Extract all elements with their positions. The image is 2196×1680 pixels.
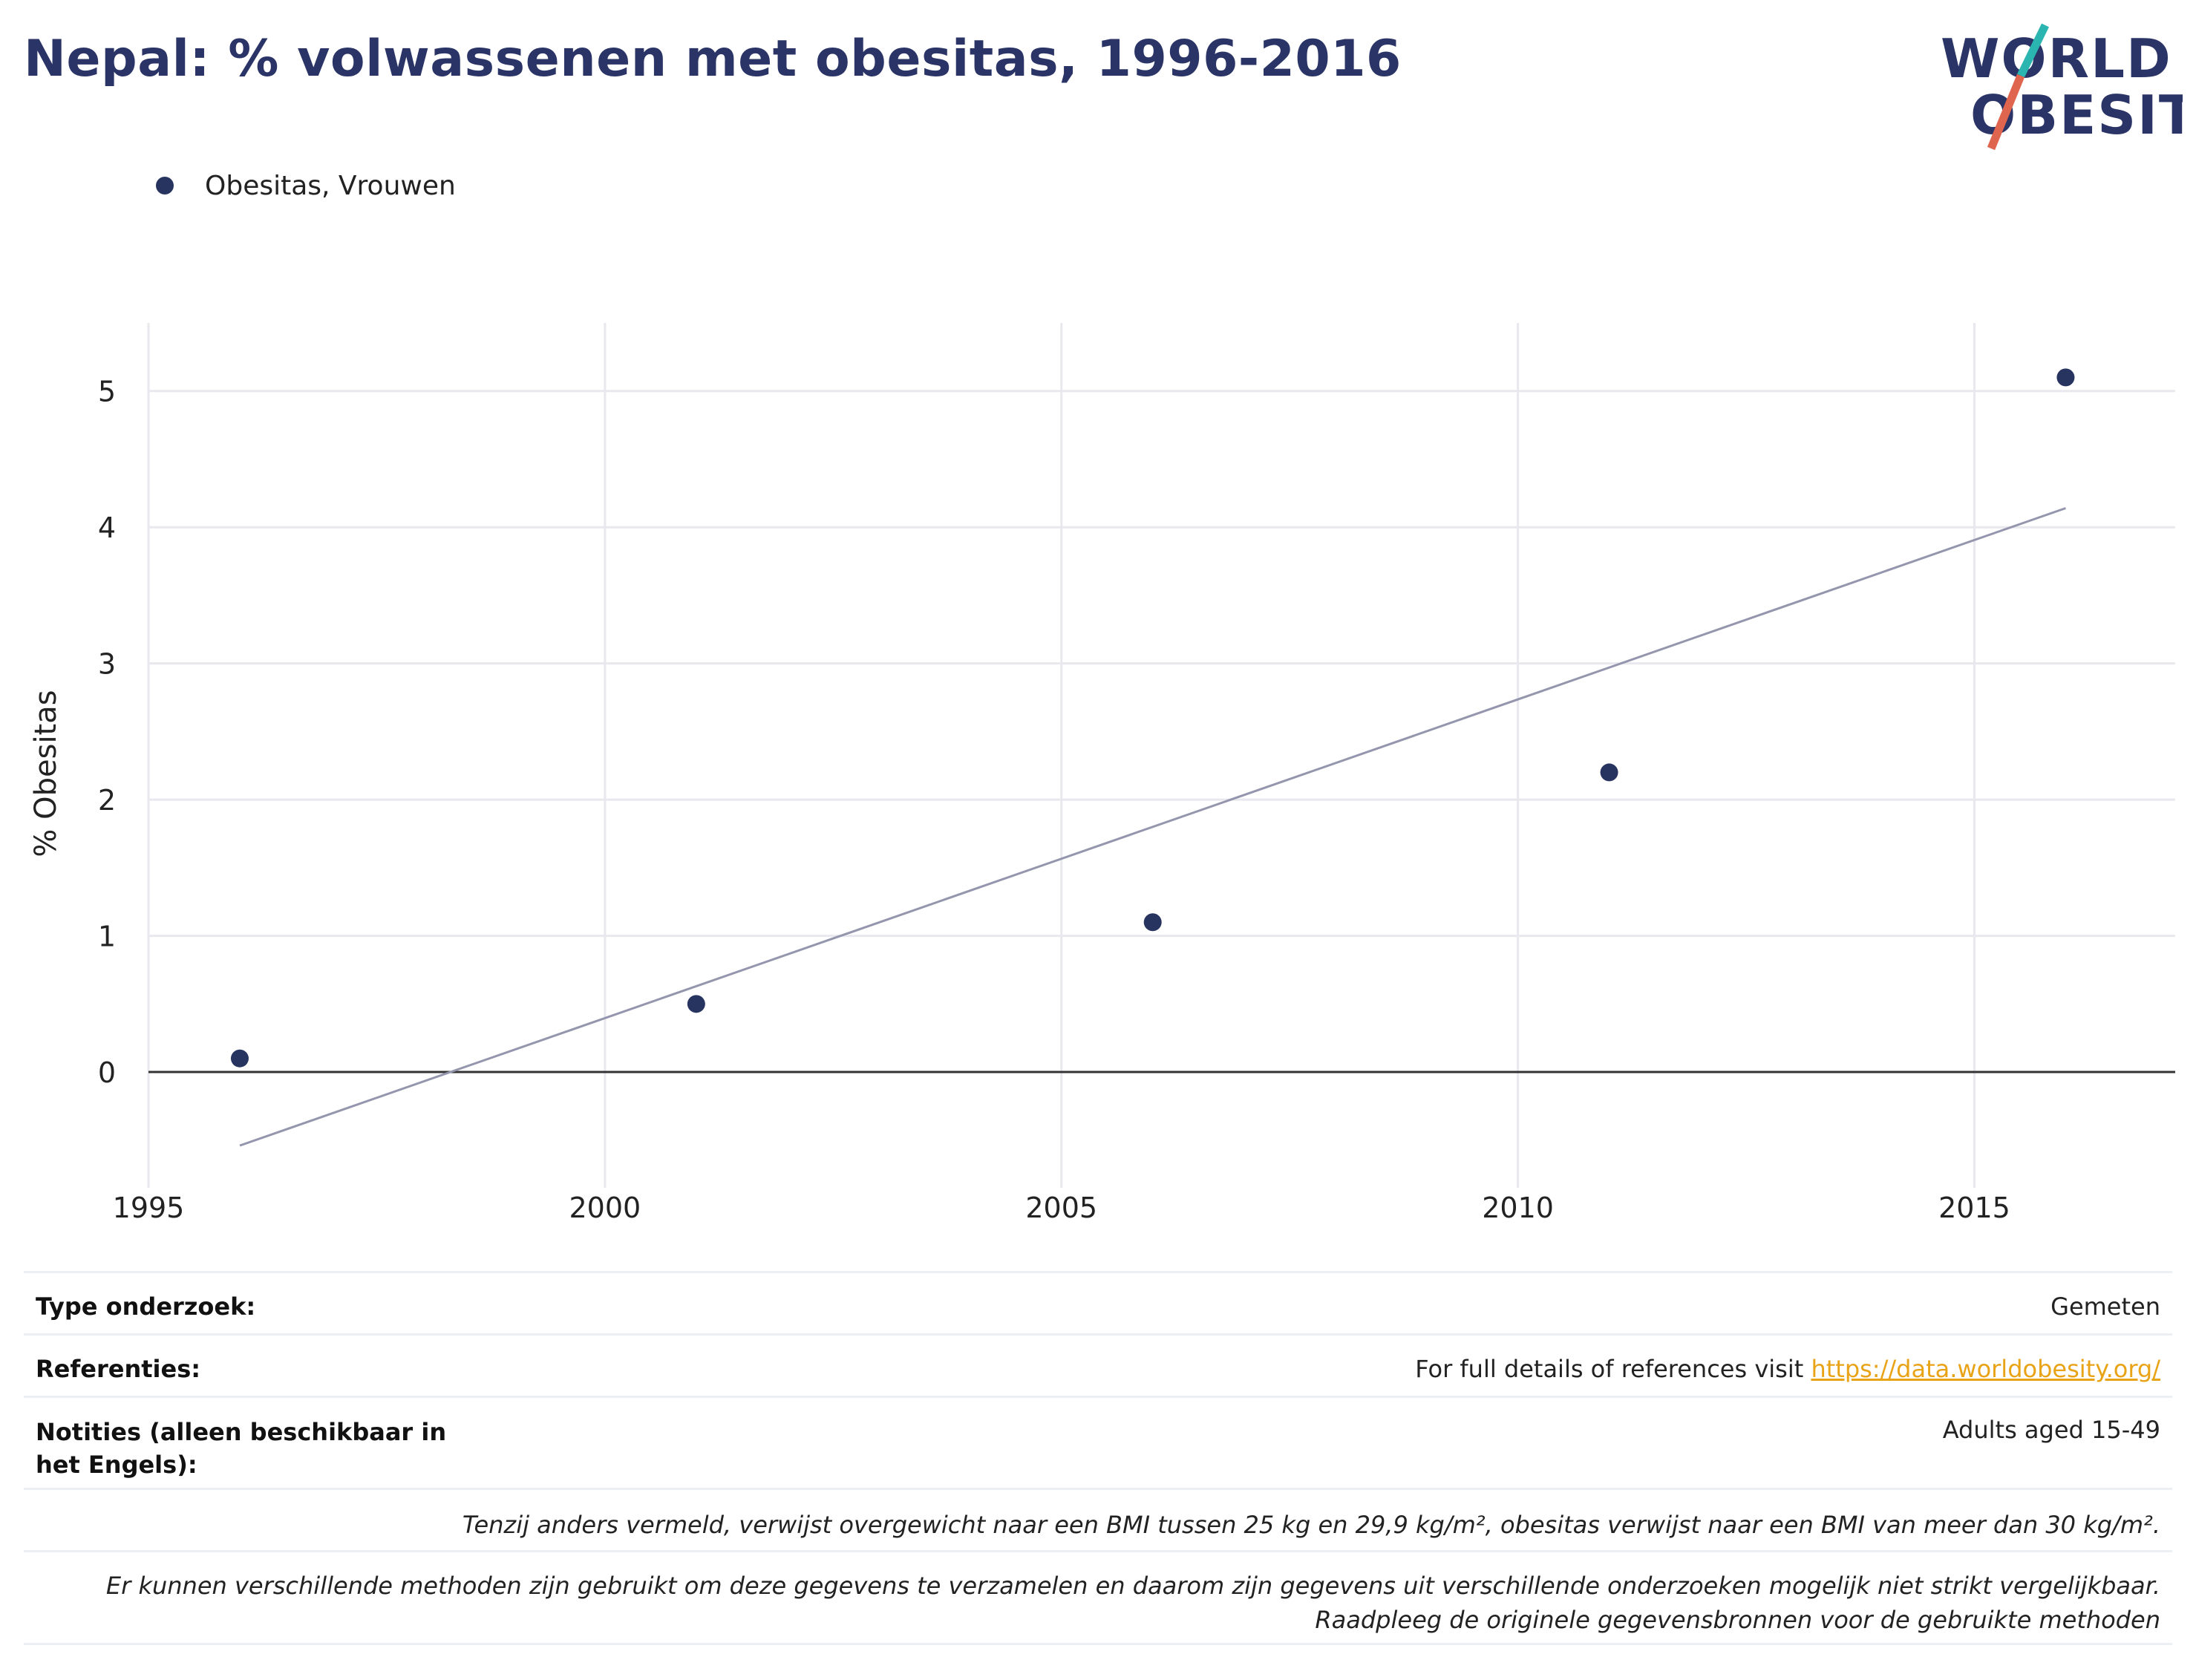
references-label: Referenties:: [36, 1355, 201, 1383]
y-tick-label: 4: [98, 511, 116, 544]
data-point: [687, 995, 705, 1013]
x-tick-label: 2010: [1482, 1192, 1554, 1224]
x-tick-label: 2000: [569, 1192, 641, 1224]
world-obesity-logo[interactable]: WORLD OBESITY: [1938, 22, 2196, 156]
info-row-survey-type: Type onderzoek: Gemeten: [24, 1271, 2172, 1333]
scatter-chart: 1995 2000 2005 2010 2015 0 1 2 3 4 5: [98, 323, 2175, 1224]
references-link[interactable]: https://data.worldobesity.org/: [1811, 1355, 2160, 1383]
chart-title: Nepal: % volwassenen met obesitas, 1996-…: [24, 30, 1402, 88]
survey-type-label: Type onderzoek:: [36, 1292, 256, 1321]
data-point: [2056, 368, 2075, 387]
svg-text:WORLD: WORLD: [1941, 27, 2172, 90]
references-text: For full details of references visit: [1415, 1355, 1811, 1383]
legend-label: Obesitas, Vrouwen: [205, 170, 456, 201]
trend-line: [239, 507, 2066, 1147]
info-row-bmi-note: Tenzij anders vermeld, verwijst overgewi…: [24, 1488, 2172, 1550]
info-row-methods-note: Er kunnen verschillende methoden zijn ge…: [24, 1550, 2172, 1645]
y-tick-label: 3: [98, 648, 116, 681]
data-point: [1600, 763, 1618, 782]
references-value: For full details of references visit htt…: [1415, 1355, 2160, 1383]
bmi-note: Tenzij anders vermeld, verwijst overgewi…: [462, 1511, 2160, 1539]
y-tick-label: 1: [98, 921, 116, 953]
info-row-references: Referenties: For full details of referen…: [24, 1333, 2172, 1396]
y-tick-label: 0: [98, 1056, 116, 1089]
x-tick-label: 1995: [113, 1192, 185, 1224]
info-row-notes: Notities (alleen beschikbaar in het Enge…: [24, 1396, 2172, 1488]
notes-label: Notities (alleen beschikbaar in het Enge…: [36, 1418, 447, 1479]
x-tick-label: 2005: [1025, 1192, 1097, 1224]
data-point: [1143, 913, 1162, 932]
data-point: [230, 1049, 249, 1068]
legend-marker-icon: [156, 177, 174, 195]
methods-note: Er kunnen verschillende methoden zijn ge…: [105, 1572, 2160, 1634]
world-obesity-logo-icon: WORLD OBESITY: [1941, 23, 2196, 151]
notes-value: Adults aged 15-49: [1942, 1416, 2160, 1444]
survey-type-value: Gemeten: [2050, 1292, 2160, 1321]
x-tick-label: 2015: [1938, 1192, 2010, 1224]
y-tick-label: 5: [98, 376, 116, 408]
info-table: Type onderzoek: Gemeten Referenties: For…: [24, 1271, 2172, 1645]
chart-legend[interactable]: Obesitas, Vrouwen: [156, 168, 456, 203]
y-tick-label: 2: [98, 784, 116, 817]
